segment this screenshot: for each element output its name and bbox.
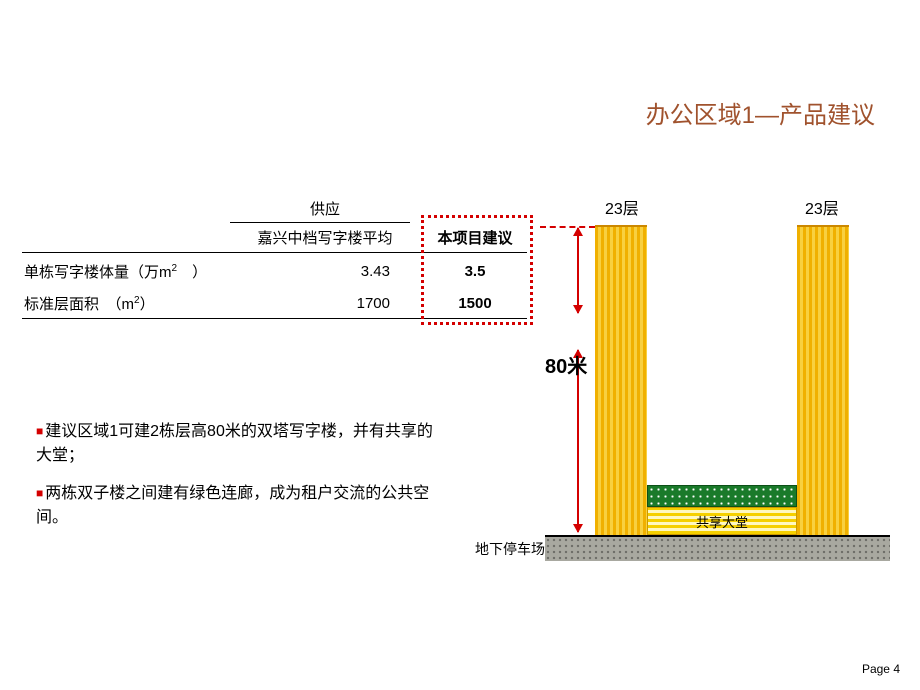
bullet-text: 两栋双子楼之间建有绿色连廊，成为租户交流的公共空间。: [36, 485, 429, 526]
floor-label-left: 23层: [605, 195, 639, 219]
shared-lobby: 共享大堂: [647, 507, 797, 535]
dimension-arrow: [577, 228, 579, 313]
row-label: 标准层面积 （m2）: [20, 293, 230, 314]
basement-band: [545, 537, 890, 561]
square-bullet-icon: ■: [36, 486, 43, 500]
green-corridor: [647, 485, 797, 507]
page-title: 办公区域1—产品建议: [646, 95, 875, 130]
page-number: Page 4: [862, 662, 900, 676]
table-rule: [230, 222, 410, 223]
dashed-guideline: [540, 226, 595, 228]
bullet-text: 建议区域1可建2栋层高80米的双塔写字楼，并有共享的大堂；: [36, 423, 433, 464]
tower-right: [797, 225, 849, 535]
tower-left: [595, 225, 647, 535]
bullet-item: ■两栋双子楼之间建有绿色连廊，成为租户交流的公共空间。: [36, 482, 436, 530]
building-diagram: 23层 23层 80米 共享大堂 地下停车场: [545, 195, 890, 595]
bullet-item: ■建议区域1可建2栋层高80米的双塔写字楼，并有共享的大堂；: [36, 420, 436, 468]
row-avg: 3.43: [230, 263, 420, 280]
row-avg: 1700: [230, 295, 420, 312]
square-bullet-icon: ■: [36, 424, 43, 438]
row-label: 单栋写字楼体量（万m2 ）: [20, 261, 230, 282]
floor-label-right: 23层: [805, 195, 839, 219]
height-label: 80米: [545, 350, 587, 379]
bullet-list: ■建议区域1可建2栋层高80米的双塔写字楼，并有共享的大堂； ■两栋双子楼之间建…: [36, 420, 436, 544]
table-header-avg: 嘉兴中档写字楼平均: [230, 227, 420, 248]
highlight-box: [421, 215, 533, 325]
parking-label: 地下停车场: [475, 539, 545, 559]
table-header-supply: 供应: [230, 198, 420, 221]
